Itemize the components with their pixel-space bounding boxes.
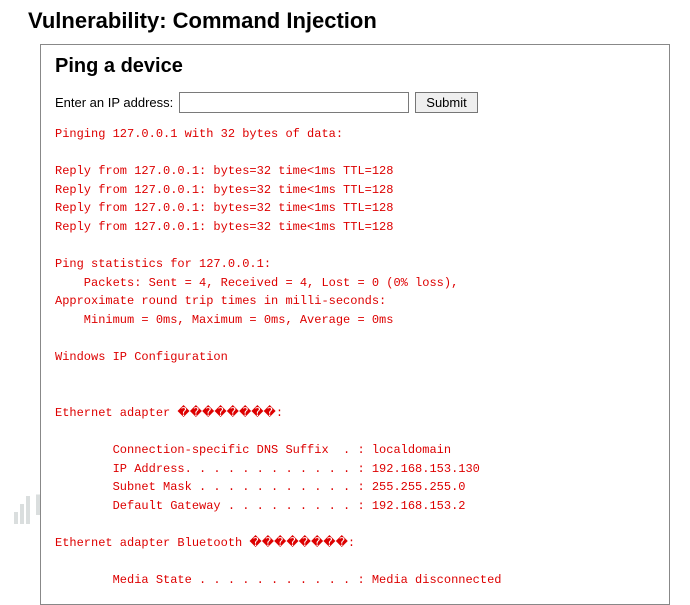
ip-label: Enter an IP address: <box>55 95 173 110</box>
watermark-bars-icon <box>14 490 32 524</box>
command-output: Pinging 127.0.0.1 with 32 bytes of data:… <box>55 125 655 590</box>
panel-heading: Ping a device <box>55 55 655 78</box>
page-title: Vulnerability: Command Injection <box>28 8 690 34</box>
ping-panel: Ping a device Enter an IP address: Submi… <box>40 44 670 605</box>
ip-input[interactable] <box>179 92 409 113</box>
submit-button[interactable]: Submit <box>415 92 477 113</box>
ip-form-row: Enter an IP address: Submit <box>55 92 655 113</box>
